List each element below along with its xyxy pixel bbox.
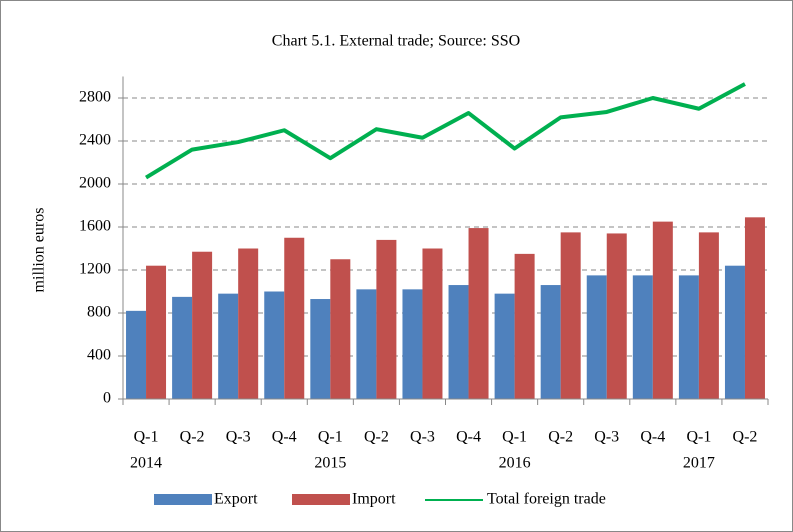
x-tick-label: Q-4 — [640, 429, 665, 446]
bar — [468, 228, 489, 399]
x-group-label: 2015 — [314, 455, 346, 472]
x-tick-label: Q-3 — [410, 429, 435, 446]
bar — [126, 310, 147, 399]
bar — [376, 239, 397, 399]
y-axis-label: million euros — [31, 208, 48, 293]
bar — [560, 232, 581, 399]
y-tick-label: 1200 — [79, 261, 111, 278]
y-tick-label: 1600 — [79, 218, 111, 235]
x-tick-label: Q-3 — [594, 429, 619, 446]
bar — [238, 248, 259, 399]
bar — [678, 275, 699, 399]
bar — [310, 299, 331, 399]
line — [144, 82, 746, 180]
x-tick-label: Q-1 — [686, 429, 711, 446]
bar — [494, 293, 515, 399]
legend-swatch — [154, 494, 212, 505]
x-tick-label: Q-2 — [548, 429, 573, 446]
y-tick-label: 0 — [103, 390, 111, 407]
x-tick-label: Q-2 — [364, 429, 389, 446]
bar — [514, 253, 535, 399]
legend-swatch — [292, 494, 350, 505]
y-tick-label: 800 — [87, 304, 111, 321]
bar — [422, 248, 443, 399]
bar — [356, 289, 377, 399]
x-tick-label: Q-3 — [226, 429, 251, 446]
x-tick-label: Q-1 — [134, 429, 159, 446]
chart-title: Chart 5.1. External trade; Source: SSO — [272, 33, 520, 50]
x-group-label: 2016 — [499, 455, 531, 472]
bar — [698, 232, 719, 399]
bar — [744, 217, 765, 399]
bar — [146, 265, 167, 399]
y-tick-label: 2400 — [79, 132, 111, 149]
bar — [172, 296, 193, 399]
bar — [724, 265, 745, 399]
x-tick-label: Q-1 — [502, 429, 527, 446]
x-group-label: 2017 — [683, 455, 715, 472]
y-tick-label: 2000 — [79, 175, 111, 192]
x-tick-label: Q-2 — [733, 429, 758, 446]
y-tick-label: 2800 — [79, 89, 111, 106]
bar — [606, 233, 627, 399]
legend-label: Import — [352, 491, 396, 508]
legend-label: Export — [214, 491, 258, 508]
x-tick-label: Q-4 — [272, 429, 297, 446]
bar — [448, 285, 469, 399]
bar — [586, 275, 607, 399]
x-tick-label: Q-1 — [318, 429, 343, 446]
bar — [218, 293, 239, 399]
y-tick-label: 400 — [87, 347, 111, 364]
bar — [192, 251, 213, 399]
bar — [264, 291, 285, 399]
bar — [632, 275, 653, 399]
legend-label: Total foreign trade — [487, 491, 606, 508]
x-tick-label: Q-2 — [180, 429, 205, 446]
bar — [284, 237, 305, 399]
x-tick-label: Q-4 — [456, 429, 481, 446]
bar — [652, 221, 673, 399]
bar — [402, 289, 423, 399]
x-group-label: 2014 — [130, 455, 162, 472]
bar — [540, 285, 561, 399]
bar — [330, 259, 351, 399]
